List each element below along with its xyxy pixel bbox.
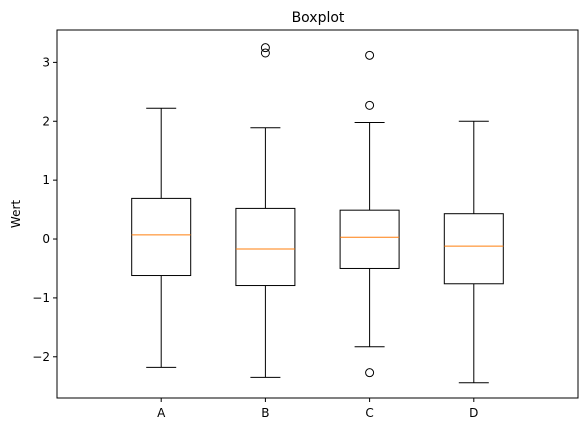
- y-tick-label: 2: [42, 114, 50, 128]
- box-C: [339, 209, 400, 269]
- x-tick-label: D: [469, 406, 478, 420]
- box-D: [443, 213, 504, 285]
- x-tick-label: B: [261, 406, 269, 420]
- box-B: [235, 207, 296, 287]
- outlier-point: [365, 100, 375, 110]
- outlier-point: [260, 43, 270, 53]
- plot-frame: [56, 29, 579, 399]
- y-tick-label: 0: [42, 232, 50, 246]
- y-tick-label: −1: [32, 291, 50, 305]
- outlier-point: [365, 50, 375, 60]
- x-tick-label: A: [157, 406, 166, 420]
- y-tick-label: −2: [32, 350, 50, 364]
- plot-area: −2 −1 0 1 2 3 A B C D: [32, 29, 579, 420]
- y-axis-label: Wert: [9, 200, 23, 228]
- y-tick-label: 3: [42, 55, 50, 69]
- outlier-point: [260, 48, 270, 58]
- outlier-point: [365, 368, 375, 378]
- y-tick-label: 1: [42, 173, 50, 187]
- box-A: [131, 197, 192, 277]
- chart-title: Boxplot: [292, 10, 345, 26]
- x-tick-label: C: [365, 406, 373, 420]
